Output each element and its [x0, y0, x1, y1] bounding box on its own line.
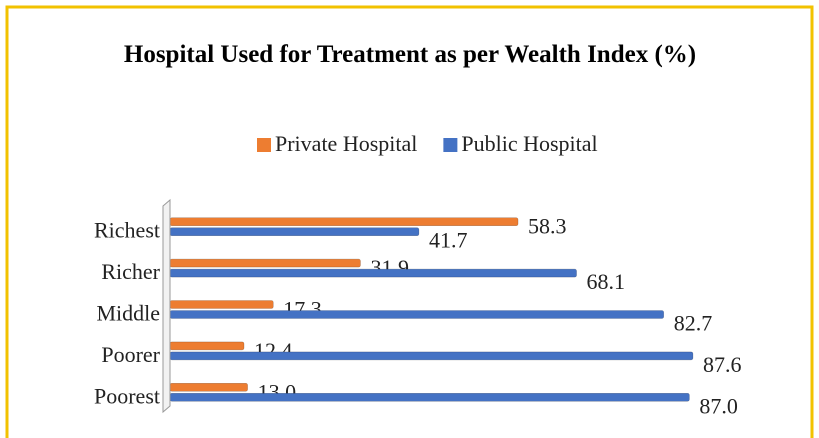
bar: [169, 310, 665, 319]
axis-wall: [162, 198, 171, 414]
legend-label: Private Hospital: [275, 131, 417, 156]
y-tick-label: Poorest: [94, 383, 160, 408]
value-label: 87.0: [699, 393, 738, 418]
frame: [5, 5, 814, 438]
y-tick-label: Richer: [101, 259, 160, 284]
bar: [169, 382, 248, 392]
value-label: 68.1: [587, 269, 626, 294]
value-label: 82.7: [674, 311, 713, 336]
bar: [169, 300, 274, 309]
bar: [169, 227, 420, 236]
y-tick-label: Middle: [96, 301, 160, 326]
value-label: 41.7: [429, 228, 468, 253]
legend-swatch: [257, 138, 271, 152]
bar: [169, 258, 361, 268]
y-tick-label: Richest: [94, 218, 160, 243]
chart-title: Hospital Used for Treatment as per Wealt…: [123, 41, 697, 68]
bar: [169, 392, 690, 402]
bar: [169, 351, 694, 361]
value-label: 58.3: [528, 214, 567, 239]
legend-swatch: [443, 138, 458, 152]
bar: [169, 217, 519, 226]
value-label: 87.6: [703, 352, 742, 377]
bar: [169, 341, 245, 351]
bar: [169, 268, 577, 278]
y-tick-label: Poorer: [101, 342, 160, 367]
legend-label: Public Hospital: [461, 131, 597, 156]
